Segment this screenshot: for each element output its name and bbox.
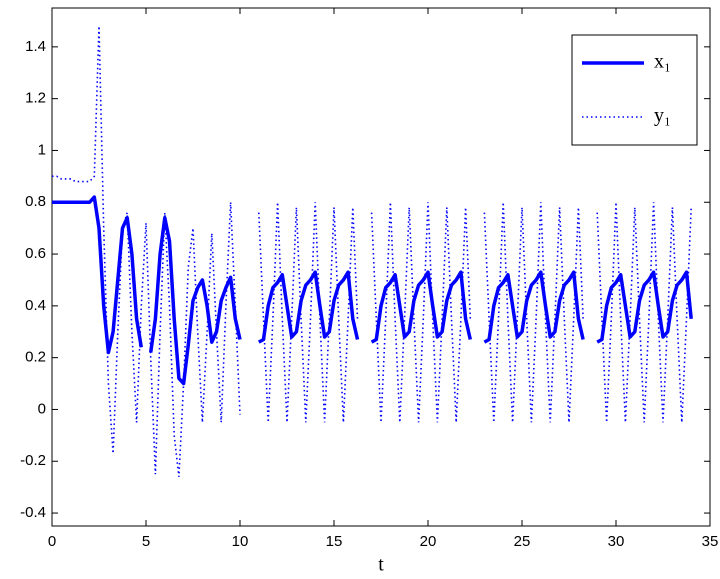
y-tick-label: -0.4 xyxy=(20,504,46,521)
plot-frame xyxy=(51,7,711,527)
x-axis-label: t xyxy=(378,554,384,576)
legend-box xyxy=(571,34,698,146)
y-tick-label: -0.2 xyxy=(20,452,46,469)
y-tick-label: 0.8 xyxy=(25,193,46,210)
x-tick-label: 25 xyxy=(514,533,531,550)
y-tick-label: 0.6 xyxy=(25,245,46,262)
y-tick-label: 0.4 xyxy=(25,297,46,314)
x-tick-label: 15 xyxy=(326,533,343,550)
y-tick-label: 1 xyxy=(38,141,46,158)
x-tick-label: 30 xyxy=(608,533,625,550)
legend-label: y₁ xyxy=(654,105,671,127)
legend-label: x₁ xyxy=(654,51,671,73)
y-tick-label: 1.2 xyxy=(25,90,46,107)
plot-area xyxy=(52,26,693,477)
x-tick-label: 20 xyxy=(420,533,437,550)
y-tick-label: 0.2 xyxy=(25,349,46,366)
x-tick-label: 10 xyxy=(232,533,249,550)
x-tick-label: 5 xyxy=(142,533,150,550)
x-tick-label: 0 xyxy=(48,533,56,550)
y-tick-label: 0 xyxy=(38,400,46,417)
x-tick-label: 35 xyxy=(702,533,719,550)
y-tick-label: 1.4 xyxy=(25,38,46,55)
